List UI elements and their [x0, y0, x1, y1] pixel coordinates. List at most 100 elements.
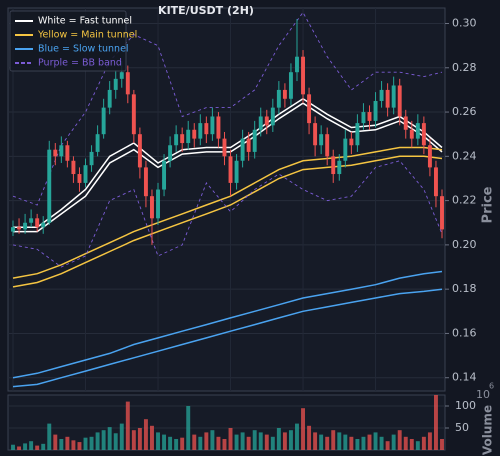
- candle-body: [71, 160, 76, 175]
- volume-bar: [162, 434, 167, 450]
- legend-label: White = Fast tunnel: [38, 16, 132, 27]
- candle-body: [95, 134, 100, 152]
- plot: [11, 11, 444, 450]
- candle-body: [65, 145, 70, 161]
- candle-body: [240, 138, 245, 161]
- candle-body: [125, 72, 130, 95]
- candle-body: [174, 134, 179, 146]
- y-tick-label: 0.14: [452, 371, 477, 384]
- volume-bar: [192, 434, 197, 450]
- volume-bar: [210, 430, 215, 450]
- candle-body: [264, 116, 269, 126]
- volume-bar: [440, 439, 444, 450]
- volume-bar: [397, 430, 402, 450]
- overlay-line: [12, 11, 443, 206]
- volume-bar: [301, 408, 305, 450]
- volume-bar: [228, 428, 233, 450]
- candle-body: [180, 134, 185, 144]
- volume-bar: [337, 432, 342, 450]
- candle-body: [349, 138, 354, 146]
- volume-bar: [53, 434, 58, 450]
- legend-box: [9, 10, 127, 72]
- candle-body: [204, 123, 209, 135]
- volume-bar: [174, 439, 179, 450]
- candle-body: [131, 94, 136, 135]
- volume-bar: [113, 433, 118, 450]
- candle-body: [295, 56, 299, 73]
- candle-body: [288, 72, 293, 99]
- candle-body: [367, 112, 372, 121]
- volume-bar: [427, 432, 432, 450]
- volume-bar: [119, 423, 124, 450]
- candle-body: [119, 72, 124, 79]
- volume-bar: [156, 432, 160, 450]
- candle-body: [361, 112, 366, 124]
- volume-bar: [216, 436, 221, 450]
- y-tick-label: 0.18: [452, 282, 477, 295]
- candle-body: [270, 107, 275, 126]
- candle-body: [415, 123, 420, 139]
- volume-bar: [264, 434, 269, 450]
- candle-body: [83, 165, 88, 183]
- volume-axis-label: Volume: [481, 405, 495, 455]
- candle-body: [113, 78, 118, 90]
- candle-body: [89, 151, 94, 166]
- legend-label: Purple = BB band: [38, 58, 122, 69]
- grid: 0.14 0.16 0.18 0.20 0.22 0.24 0.26 0.28 0.30 50 10…: [8, 8, 477, 434]
- y-tick-label: 0.22: [452, 194, 477, 207]
- y-tick-label: 0.26: [452, 105, 477, 118]
- candle-body: [47, 149, 52, 223]
- candle-body: [282, 89, 287, 99]
- volume-bar: [59, 439, 64, 450]
- candle-body: [421, 123, 426, 146]
- overlay-line: [12, 146, 443, 279]
- candle-body: [59, 145, 64, 157]
- candle-body: [137, 134, 142, 168]
- y-axis-label: Price: [481, 186, 496, 223]
- overlay-line: [12, 155, 443, 288]
- volume-bar: [186, 406, 191, 450]
- candle-body: [355, 123, 360, 146]
- volume-bar: [331, 430, 336, 450]
- volume-bar: [349, 436, 354, 450]
- volume-bar: [83, 437, 88, 450]
- volume-bar: [319, 434, 324, 450]
- y-tick-label: 0.30: [452, 16, 477, 29]
- candle-body: [258, 116, 263, 130]
- candle-body: [385, 89, 390, 108]
- candle-body: [234, 160, 239, 183]
- volume-bar: [246, 436, 251, 450]
- candle-body: [156, 189, 160, 219]
- volume-bar: [295, 423, 299, 450]
- candle-body: [29, 218, 34, 223]
- legend-label: Blue = Slow tunnel: [38, 44, 129, 55]
- volume-bar: [258, 432, 263, 450]
- volume-bar: [198, 436, 203, 450]
- volume-bar: [433, 395, 438, 450]
- candle-body: [23, 222, 28, 230]
- volume-bar: [35, 445, 40, 450]
- candle-body: [192, 129, 197, 139]
- legend-label: Yellow = Main tunnel: [37, 30, 137, 41]
- volume-bar: [222, 439, 227, 450]
- volume-bar: [385, 441, 390, 450]
- volume-bar: [47, 423, 52, 450]
- volume-bar: [17, 446, 22, 450]
- y-tick-label: 0.20: [452, 238, 477, 251]
- y-tick-label: 0.16: [452, 326, 477, 339]
- candle-body: [77, 174, 82, 183]
- volume-tick-label: 100: [455, 399, 476, 412]
- overlay-line: [12, 270, 443, 379]
- volume-bar: [107, 427, 112, 450]
- candle-body: [301, 56, 305, 95]
- candle-body: [222, 138, 227, 157]
- volume-bar: [29, 441, 34, 450]
- candle-body: [41, 222, 46, 228]
- volume-bar: [343, 434, 348, 450]
- volume-bar: [240, 432, 245, 450]
- volume-bar: [23, 443, 28, 450]
- candle-body: [325, 134, 330, 157]
- candle-body: [216, 116, 221, 139]
- candle-body: [17, 227, 22, 230]
